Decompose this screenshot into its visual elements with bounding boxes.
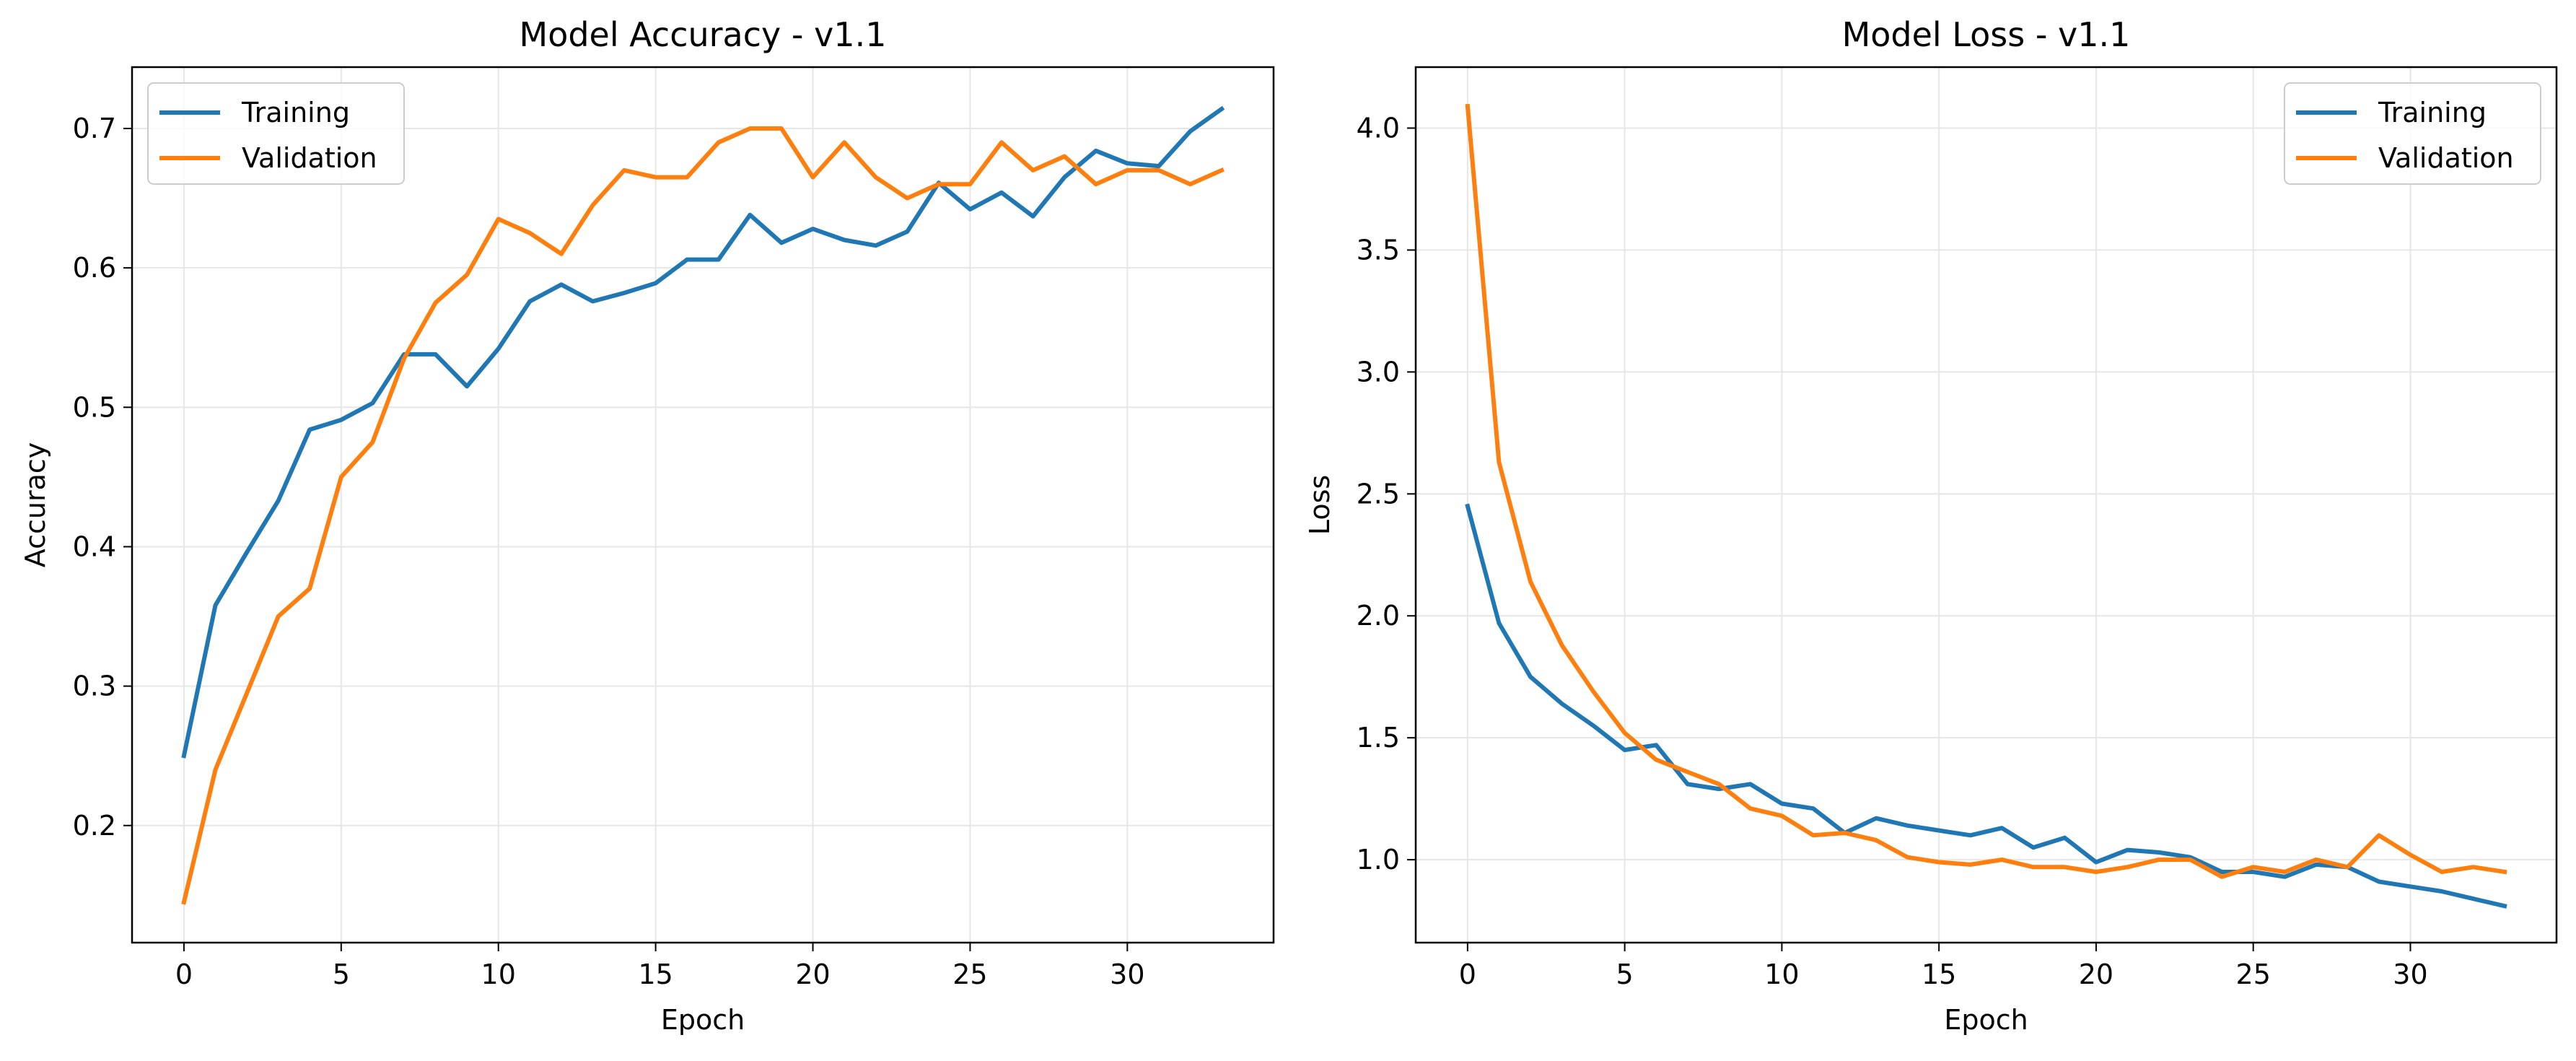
y-tick-label: 2.0 [1357, 600, 1400, 632]
x-tick-label: 30 [2393, 959, 2427, 990]
x-tick-label: 25 [2236, 959, 2271, 990]
x-axis-label: Epoch [661, 1004, 745, 1036]
x-tick-label: 20 [795, 959, 830, 990]
x-tick-label: 15 [638, 959, 673, 990]
x-tick-label: 0 [175, 959, 193, 990]
y-axis-label: Accuracy [19, 442, 51, 568]
y-tick-label: 4.0 [1357, 112, 1400, 144]
axes-frame [1414, 66, 2558, 944]
chart-accuracy: 0 5 10 15 20 25 30 0.2 0.3 0.4 0.5 0.6 0.7 Model Accu… [19, 15, 1275, 1036]
chart-loss: 0 5 10 15 20 25 30 1.0 1.5 2.0 2.5 3.0 3.5 4.0 Model L… [1304, 15, 2558, 1036]
x-tick-label: 10 [1764, 959, 1799, 990]
x-tick-label: 5 [333, 959, 350, 990]
legend-label-validation: Validation [242, 142, 377, 174]
y-tick-label: 3.5 [1357, 234, 1400, 266]
x-tick-label: 5 [1616, 959, 1634, 990]
legend-label-training: Training [2378, 97, 2487, 128]
x-tick-label: 15 [1922, 959, 1956, 990]
x-axis-label: Epoch [1944, 1004, 2028, 1036]
x-tick-label: 30 [1110, 959, 1144, 990]
y-tick-label: 0.6 [73, 252, 116, 284]
y-tick-label: 1.5 [1357, 722, 1400, 754]
y-tick-label: 0.5 [73, 391, 116, 423]
series-line-training [181, 105, 1225, 759]
series-line-validation [1465, 103, 2507, 879]
x-tick-label: 0 [1459, 959, 1476, 990]
x-tick-label: 25 [952, 959, 987, 990]
x-tick-label: 20 [2079, 959, 2113, 990]
x-tick-label: 10 [481, 959, 516, 990]
y-axis-label: Loss [1304, 475, 1336, 535]
y-tick-label: 2.5 [1357, 478, 1400, 510]
chart-title: Model Accuracy - v1.1 [520, 15, 887, 54]
y-tick-label: 0.7 [73, 113, 116, 144]
chart-title: Model Loss - v1.1 [1842, 15, 2131, 54]
legend-label-training: Training [241, 97, 350, 128]
y-tick-label: 0.2 [73, 810, 116, 842]
series-line-validation [181, 126, 1225, 905]
y-tick-label: 1.0 [1357, 844, 1400, 876]
legend: Training Validation [147, 82, 405, 185]
legend-label-validation: Validation [2378, 142, 2514, 174]
y-tick-label: 0.4 [73, 530, 116, 562]
legend: Training Validation [2284, 82, 2541, 185]
y-tick-label: 3.0 [1357, 356, 1400, 388]
y-tick-label: 0.3 [73, 671, 116, 702]
axes-frame [131, 66, 1275, 944]
